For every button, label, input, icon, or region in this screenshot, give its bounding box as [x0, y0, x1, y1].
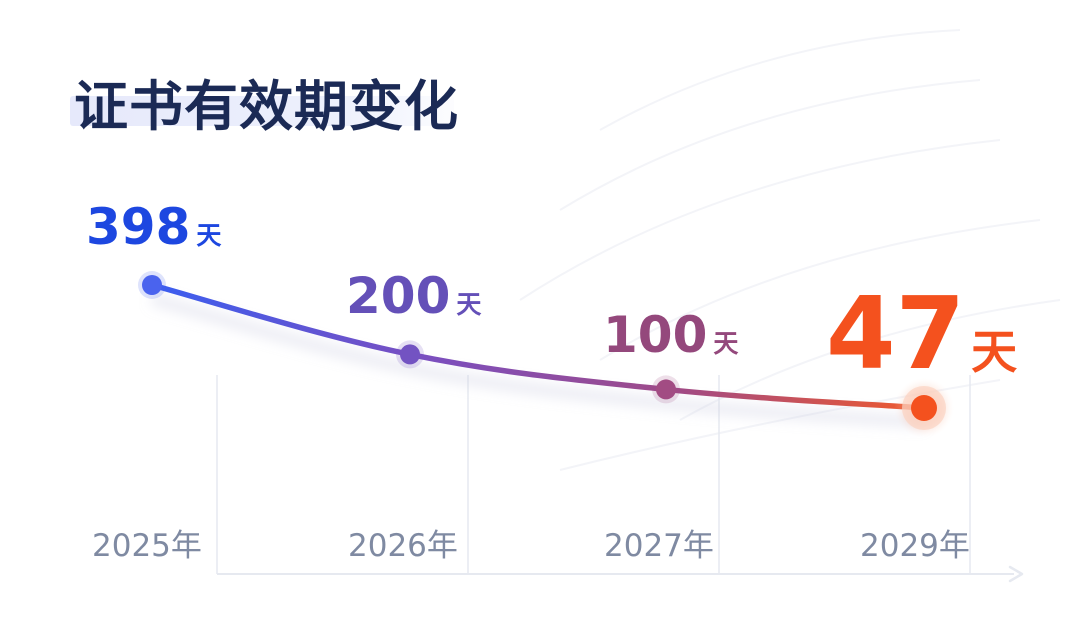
x-tick-label: 2025年 — [92, 528, 202, 564]
grid — [216, 375, 971, 574]
data-label-unit: 天 — [971, 325, 1017, 379]
data-point — [911, 395, 937, 421]
data-label-unit: 天 — [456, 290, 481, 319]
x-tick-label: 2027年 — [604, 528, 714, 564]
x-axis — [217, 565, 1024, 583]
data-label: 100 天 — [603, 306, 738, 364]
data-label: 200 天 — [346, 267, 481, 325]
data-point — [142, 275, 162, 295]
data-label-value: 398 — [86, 198, 190, 256]
series-line — [149, 282, 927, 411]
data-label-value: 200 — [346, 267, 450, 325]
data-label-unit: 天 — [196, 221, 221, 250]
data-label-unit: 天 — [713, 329, 738, 358]
data-point — [656, 379, 676, 400]
data-label-value: 47 — [826, 275, 965, 392]
data-label-value: 100 — [603, 306, 707, 364]
x-tick-label: 2029年 — [860, 528, 970, 564]
data-label: 398 天 — [86, 198, 221, 256]
x-axis-arrow — [1008, 565, 1024, 583]
line-shadow — [150, 293, 925, 428]
data-label: 47 天 — [826, 275, 1017, 392]
data-point — [400, 344, 420, 365]
page-title: 证书有效期变化 — [74, 75, 459, 138]
x-tick-label: 2026年 — [348, 528, 458, 564]
title-highlight — [70, 96, 454, 126]
